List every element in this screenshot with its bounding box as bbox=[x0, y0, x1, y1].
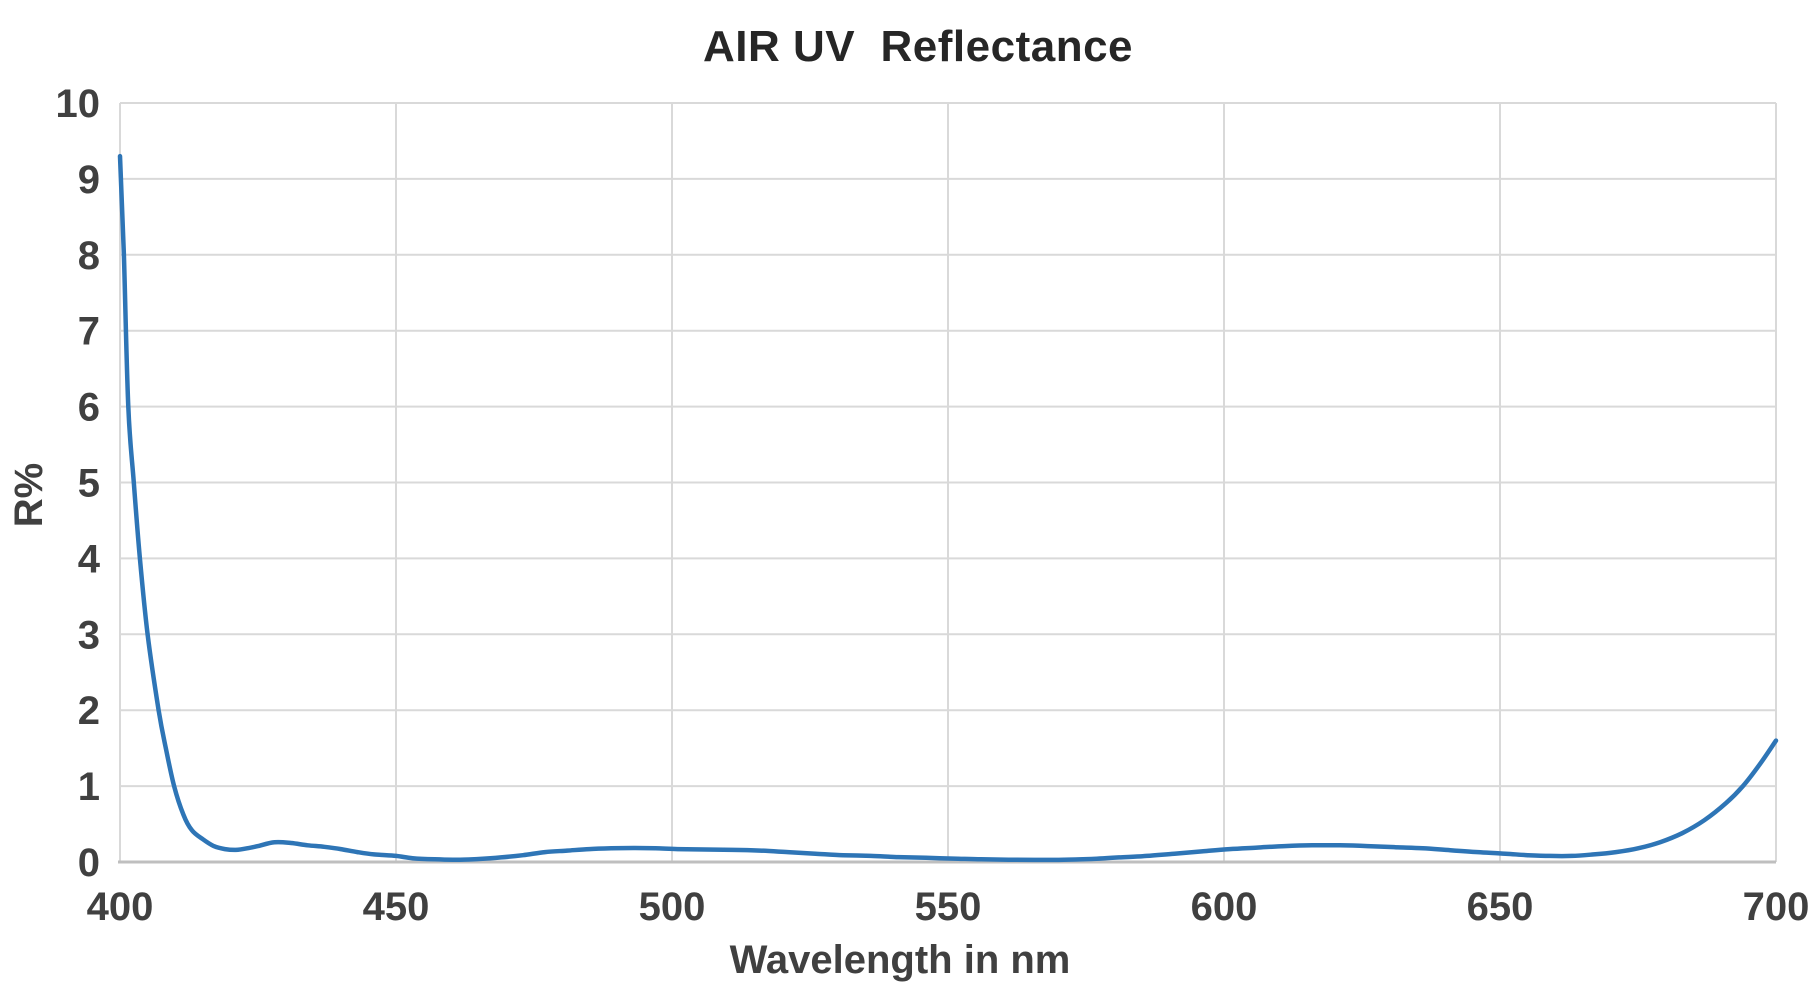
x-tick-label: 550 bbox=[915, 885, 982, 929]
y-tick-labels: 0 1 2 3 4 5 6 7 8 9 10 bbox=[56, 82, 101, 885]
x-axis-title: Wavelength in nm bbox=[730, 938, 1071, 982]
x-tick-label: 600 bbox=[1191, 885, 1258, 929]
y-tick-label: 10 bbox=[56, 82, 101, 126]
x-tick-label: 450 bbox=[363, 885, 430, 929]
y-tick-label: 9 bbox=[78, 158, 100, 202]
y-tick-label: 8 bbox=[78, 234, 100, 278]
x-tick-label: 650 bbox=[1467, 885, 1534, 929]
y-tick-label: 2 bbox=[78, 689, 100, 733]
gridlines bbox=[119, 102, 1777, 863]
reflectance-curve bbox=[117, 153, 1779, 863]
x-tick-label: 500 bbox=[639, 885, 706, 929]
chart-title: AIR UV Reflectance bbox=[702, 22, 1134, 71]
x-tick-label: 700 bbox=[1743, 885, 1810, 929]
x-tick-labels: 400 450 500 550 600 650 700 bbox=[87, 885, 1810, 929]
y-axis-title: R% bbox=[7, 463, 51, 527]
y-tick-label: 3 bbox=[78, 613, 100, 657]
y-tick-label: 7 bbox=[78, 310, 100, 354]
y-tick-label: 4 bbox=[78, 537, 101, 581]
y-tick-label: 0 bbox=[78, 841, 100, 885]
y-tick-label: 5 bbox=[78, 462, 100, 506]
y-tick-label: 1 bbox=[78, 765, 100, 809]
y-tick-label: 6 bbox=[78, 386, 100, 430]
x-tick-label: 400 bbox=[87, 885, 154, 929]
